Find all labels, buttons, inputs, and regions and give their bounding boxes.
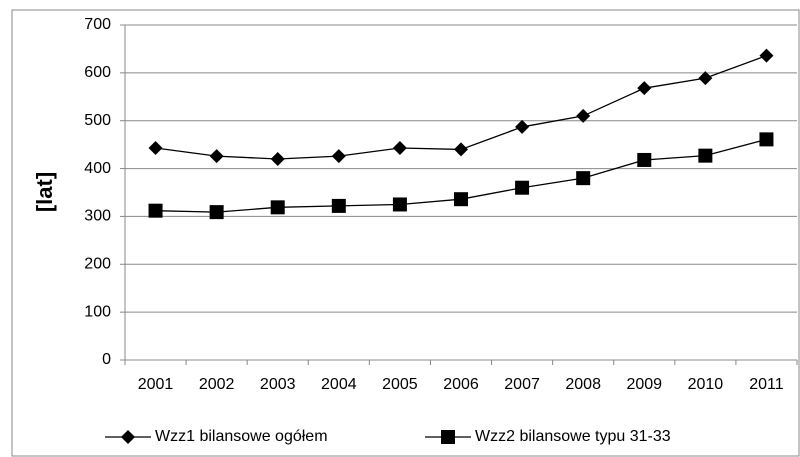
y-tick-label: 0 [102,351,111,368]
y-tick-label: 300 [84,208,111,225]
data-point [454,192,468,207]
data-point [331,149,346,164]
x-tick-label: 2009 [626,376,662,393]
x-tick-label: 2006 [443,376,479,393]
data-point [576,171,591,186]
y-axis-label: [lat] [32,172,57,212]
legend-label: Wzz2 bilansowe typu 31-33 [475,428,671,445]
data-point [576,108,591,123]
y-tick-label: 600 [84,64,111,81]
y-tick-label: 200 [84,256,111,273]
data-point [392,197,407,212]
legend-label: Wzz1 bilansowe ogółem [155,428,328,445]
x-tick-label: 2005 [382,376,418,393]
data-point [515,180,530,195]
data-point [515,119,530,134]
x-tick-label: 2008 [565,376,601,393]
data-point [148,140,163,155]
y-tick-label: 500 [84,112,111,129]
data-point [148,203,163,218]
data-point [270,200,285,215]
x-tick-label: 2010 [688,376,724,393]
y-tick-label: 100 [84,303,111,320]
data-point [392,140,407,155]
x-tick-label: 2011 [749,376,784,393]
y-tick-label: 400 [84,160,111,177]
data-point [698,71,713,86]
data-point [637,152,652,167]
data-point [209,149,224,164]
data-point [209,205,224,220]
data-point [637,81,652,96]
data-point [331,198,346,213]
legend-marker [121,430,135,444]
x-tick-label: 2007 [504,376,540,393]
legend-marker [441,430,455,444]
x-tick-label: 2001 [138,376,174,393]
data-point [270,152,285,166]
data-point [698,148,713,163]
data-point [454,142,468,157]
data-point [759,48,774,63]
y-tick-label: 700 [84,16,111,33]
x-tick-label: 2002 [199,376,235,393]
x-tick-label: 2004 [321,376,357,393]
data-point [759,132,774,147]
x-tick-label: 2003 [260,376,296,393]
chart-frame [11,9,800,457]
